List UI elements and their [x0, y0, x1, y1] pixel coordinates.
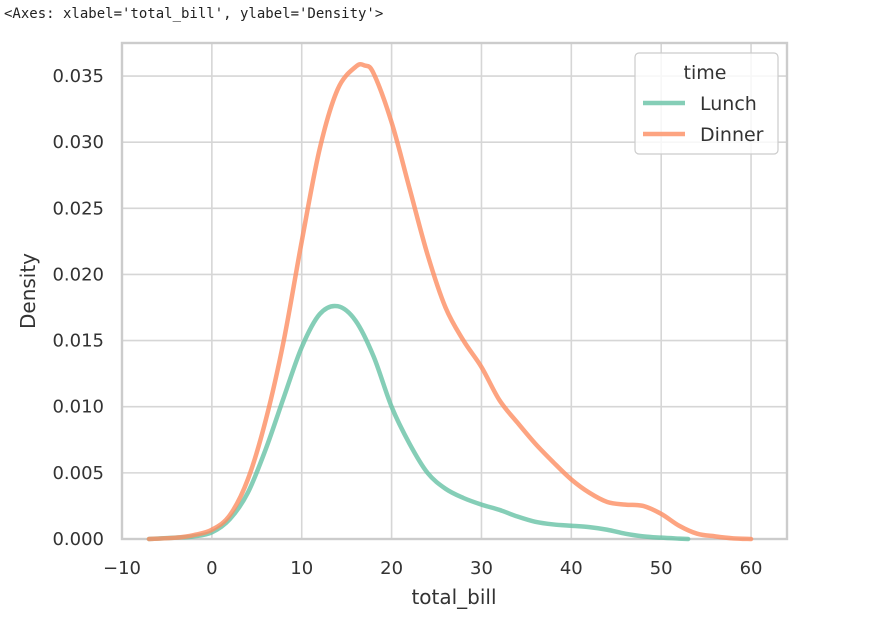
x-tick-label: 0 [206, 558, 217, 579]
series-line-dinner [146, 62, 754, 542]
legend: time Lunch Dinner [634, 52, 779, 155]
x-tick-label: 60 [740, 558, 763, 579]
y-tick-label: 0.025 [52, 198, 104, 219]
plot-frame [120, 41, 789, 541]
y-axis-label: Density [16, 253, 40, 329]
y-tick-label: 0.005 [52, 463, 104, 484]
x-tick-label: −10 [103, 558, 141, 579]
axes-repr-text: <Axes: xlabel='total_bill', ylabel='Dens… [4, 6, 384, 22]
y-tick-label: 0.010 [52, 397, 104, 418]
x-tick-label: 10 [290, 558, 313, 579]
x-tick-label: 40 [560, 558, 583, 579]
x-tick-label: 20 [380, 558, 403, 579]
legend-label-dinner: Dinner [700, 124, 764, 146]
tick-labels: −10 0 10 20 30 40 50 60 0.000 0.005 0.010 0.015 0.02… [52, 66, 762, 579]
y-tick-label: 0.030 [52, 132, 104, 153]
x-tick-label: 50 [650, 558, 673, 579]
y-tick-label: 0.015 [52, 331, 104, 352]
y-tick-label: 0.000 [52, 529, 104, 550]
series-layer [146, 62, 754, 542]
x-tick-label: 30 [470, 558, 493, 579]
x-axis-label: total_bill [411, 585, 496, 609]
y-tick-label: 0.020 [52, 264, 104, 285]
y-tick-label: 0.035 [52, 66, 104, 87]
legend-title: time [684, 62, 727, 84]
legend-label-lunch: Lunch [700, 93, 757, 115]
series-line-lunch [146, 303, 691, 542]
legend-box [634, 52, 779, 155]
